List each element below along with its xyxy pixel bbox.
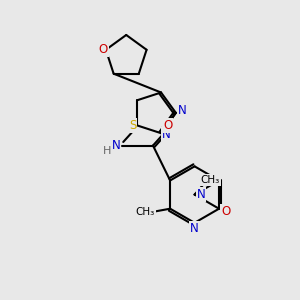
Text: CH₃: CH₃ (136, 207, 155, 217)
Text: N: N (197, 188, 206, 201)
Text: O: O (99, 43, 108, 56)
Text: N: N (190, 222, 199, 235)
Text: O: O (163, 119, 172, 132)
Text: O: O (221, 205, 230, 218)
Text: N: N (111, 139, 120, 152)
Text: H: H (103, 146, 112, 156)
Text: CH₃: CH₃ (201, 175, 220, 185)
Text: S: S (129, 119, 136, 132)
Text: N: N (178, 104, 187, 117)
Text: N: N (162, 128, 171, 141)
